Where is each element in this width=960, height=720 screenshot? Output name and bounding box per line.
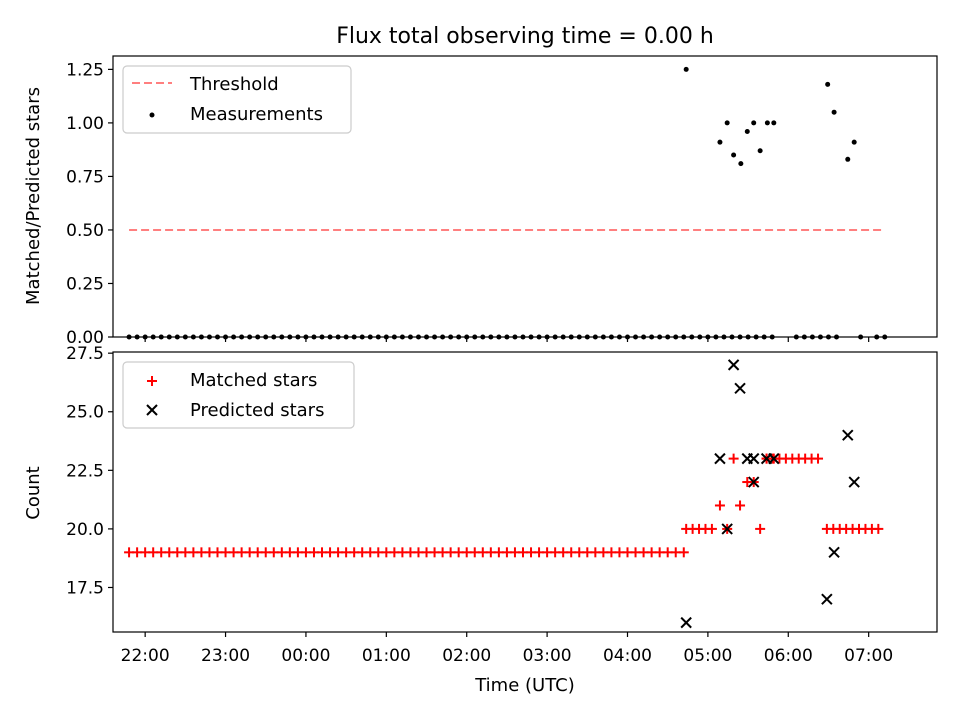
x-axis-label: Time (UTC) [474, 675, 575, 696]
matched-legend-label: Matched stars [190, 370, 317, 391]
cross-b [828, 546, 840, 559]
matched-star-marker [714, 500, 725, 511]
predicted-star-marker [680, 616, 692, 629]
bottom-legend: Matched stars Predicted stars [122, 361, 355, 429]
x-tick-label: 05:00 [683, 646, 732, 666]
predicted-star-marker [748, 452, 760, 465]
measurement-point [724, 120, 730, 126]
cross-b [680, 616, 692, 629]
top-y-axis-label: Matched/Predicted stars [23, 87, 44, 305]
measurement-point [738, 161, 744, 167]
x-tick-label: 06:00 [764, 646, 813, 666]
x-tick-label: 22:00 [121, 646, 170, 666]
top-y-tick-label: 0.50 [66, 221, 104, 241]
measurement-point [764, 120, 770, 126]
top-y-tick-label: 0.75 [66, 167, 104, 187]
cross-b [734, 382, 746, 395]
top-plot: 0.00 0.25 0.50 0.75 1.00 1.25 Threshold Measure… [66, 55, 938, 348]
bottom-plot-frame [112, 351, 938, 633]
top-y-tick-label: 1.00 [66, 114, 104, 134]
top-y-tick-label: 1.25 [66, 60, 104, 80]
top-plot-frame [112, 55, 938, 338]
cross-b [748, 452, 760, 465]
cross-b [848, 476, 860, 488]
cross-b [714, 452, 726, 465]
matched-star-marker [728, 453, 739, 464]
matched-star-marker [813, 453, 824, 464]
predicted-star-marker [721, 523, 733, 535]
cross-b [146, 404, 158, 416]
predicted-legend-label: Predicted stars [190, 400, 324, 421]
bottom-legend-box [122, 361, 355, 429]
bottom-y-tick-label: 27.5 [66, 344, 104, 364]
measurement-point [731, 152, 737, 158]
measurement-point [845, 156, 851, 162]
predicted-star-marker [821, 593, 833, 605]
bottom-y-axis-label: Count [23, 466, 44, 519]
bottom-y-tick-label: 20.0 [66, 520, 104, 540]
matched-star-marker [735, 500, 746, 511]
predicted-star-marker [842, 429, 854, 441]
x-tick-label: 23:00 [201, 646, 250, 666]
bottom-y-tick-label: 25.0 [66, 403, 104, 423]
bottom-y-tick-label: 17.5 [66, 578, 104, 598]
matched-legend-marker [147, 376, 157, 386]
predicted-legend-marker [146, 404, 158, 416]
x-tick-label: 03:00 [523, 646, 572, 666]
predicted-star-marker [727, 359, 740, 371]
measurement-point [851, 139, 857, 145]
matched-star-marker [873, 523, 884, 534]
x-tick-label: 07:00 [844, 646, 893, 666]
measurement-point [744, 128, 750, 134]
measurement-point [771, 120, 777, 126]
measurements-legend-label: Measurements [190, 104, 323, 125]
matched-star-marker [678, 547, 689, 558]
threshold-legend-label: Threshold [189, 74, 279, 95]
predicted-star-marker [828, 546, 840, 559]
cross-b [721, 523, 733, 535]
x-tick-label: 02:00 [442, 646, 491, 666]
matched-star-marker [706, 523, 717, 534]
top-y-tick-label: 0.00 [66, 328, 104, 348]
cross-b [748, 476, 760, 488]
matched-star-marker [755, 523, 766, 534]
top-y-tick-label: 0.25 [66, 274, 104, 294]
chart-title: Flux total observing time = 0.00 h [336, 24, 714, 49]
measurement-point [751, 120, 757, 126]
cross-b [842, 429, 854, 441]
x-tick-label: 01:00 [362, 646, 411, 666]
x-tick-label: 00:00 [281, 646, 330, 666]
predicted-star-marker [714, 452, 726, 465]
predicted-star-marker [768, 452, 780, 465]
measurement-point [831, 109, 837, 115]
measurement-point [717, 139, 723, 145]
top-legend-box [122, 65, 352, 134]
measurement-point [683, 66, 689, 72]
measurement-point [825, 81, 831, 87]
predicted-star-marker [748, 476, 760, 488]
measurements-legend-marker [149, 112, 155, 118]
cross-b [768, 452, 780, 465]
predicted-star-marker [848, 476, 860, 488]
cross-b [727, 359, 740, 371]
bottom-plot: 17.5 20.0 22.5 25.0 27.5 22:00 23:00 00:00 01:00… [66, 344, 938, 666]
top-legend: Threshold Measurements [122, 65, 352, 134]
x-tick-label: 04:00 [603, 646, 652, 666]
bottom-y-tick-label: 22.5 [66, 461, 104, 481]
measurement-point [757, 148, 763, 154]
cross-b [821, 593, 833, 605]
predicted-star-marker [734, 382, 746, 395]
